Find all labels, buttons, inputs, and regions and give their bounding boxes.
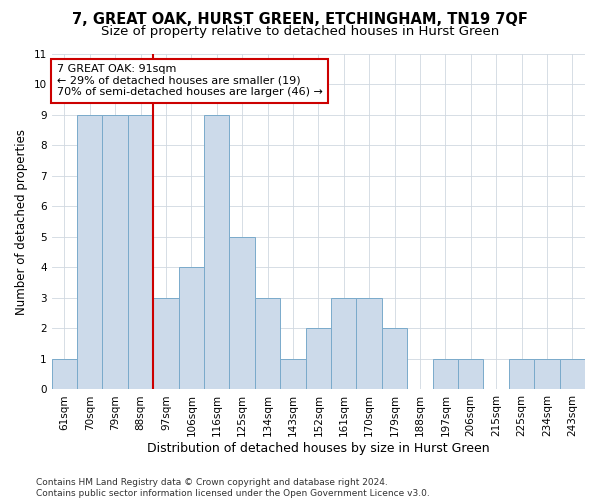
Bar <box>458 359 484 390</box>
Bar <box>52 359 77 390</box>
Text: Size of property relative to detached houses in Hurst Green: Size of property relative to detached ho… <box>101 25 499 38</box>
Bar <box>229 237 255 390</box>
Y-axis label: Number of detached properties: Number of detached properties <box>15 128 28 314</box>
Text: 7 GREAT OAK: 91sqm
← 29% of detached houses are smaller (19)
70% of semi-detache: 7 GREAT OAK: 91sqm ← 29% of detached hou… <box>57 64 323 98</box>
Bar <box>204 115 229 390</box>
Bar <box>280 359 305 390</box>
Bar <box>305 328 331 390</box>
X-axis label: Distribution of detached houses by size in Hurst Green: Distribution of detached houses by size … <box>147 442 490 455</box>
Bar <box>534 359 560 390</box>
Text: 7, GREAT OAK, HURST GREEN, ETCHINGHAM, TN19 7QF: 7, GREAT OAK, HURST GREEN, ETCHINGHAM, T… <box>72 12 528 28</box>
Bar <box>331 298 356 390</box>
Bar <box>153 298 179 390</box>
Bar <box>103 115 128 390</box>
Bar <box>128 115 153 390</box>
Text: Contains HM Land Registry data © Crown copyright and database right 2024.
Contai: Contains HM Land Registry data © Crown c… <box>36 478 430 498</box>
Bar <box>433 359 458 390</box>
Bar <box>77 115 103 390</box>
Bar <box>382 328 407 390</box>
Bar <box>179 268 204 390</box>
Bar <box>356 298 382 390</box>
Bar <box>509 359 534 390</box>
Bar <box>560 359 585 390</box>
Bar <box>255 298 280 390</box>
